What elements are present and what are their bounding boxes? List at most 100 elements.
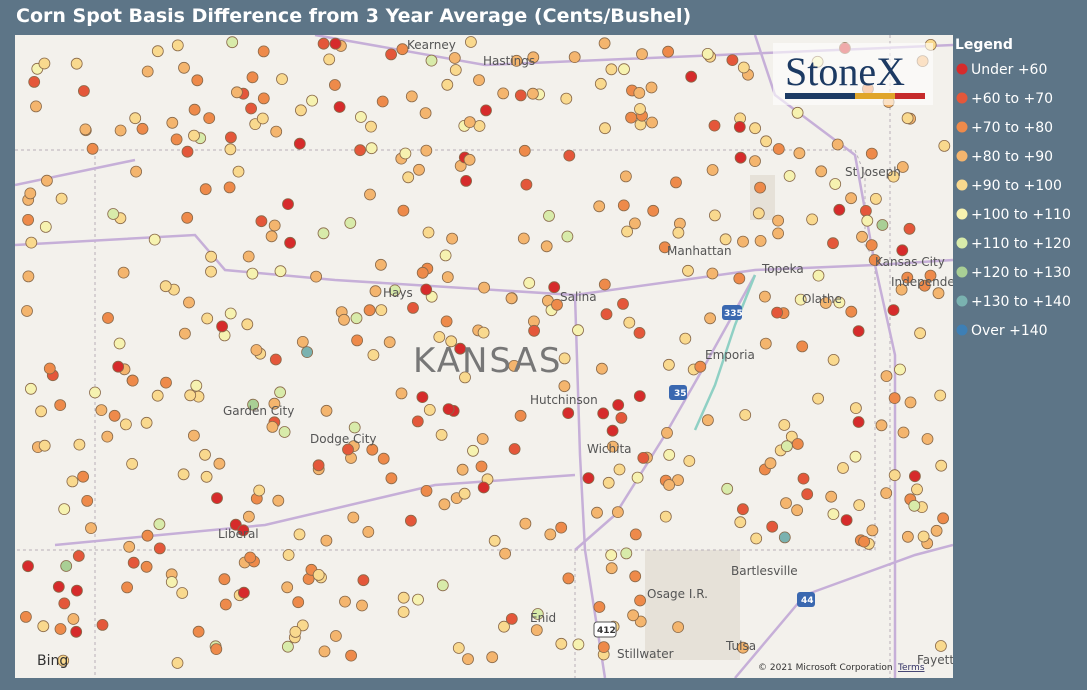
location-dot[interactable] [170, 133, 183, 146]
location-dot[interactable] [850, 402, 862, 415]
location-dot[interactable] [617, 199, 630, 212]
location-dot[interactable] [441, 271, 454, 284]
location-dot[interactable] [296, 619, 309, 632]
location-dot[interactable] [101, 430, 114, 443]
location-dot[interactable] [166, 116, 179, 129]
location-dot[interactable] [772, 227, 784, 240]
location-dot[interactable] [558, 352, 571, 365]
location-dot[interactable] [78, 85, 90, 97]
location-dot[interactable] [562, 572, 575, 585]
location-dot[interactable] [706, 267, 719, 280]
location-dot[interactable] [726, 54, 739, 67]
location-dot[interactable] [244, 551, 257, 564]
location-dot[interactable] [79, 123, 92, 136]
location-dot[interactable] [599, 122, 611, 135]
location-dot[interactable] [58, 503, 71, 516]
location-dot[interactable] [605, 63, 618, 76]
location-dot[interactable] [354, 144, 367, 157]
location-dot[interactable] [781, 440, 793, 453]
legend-label[interactable]: +100 to +110 [971, 207, 1071, 223]
location-dot[interactable] [778, 531, 791, 544]
location-dot[interactable] [709, 209, 721, 222]
location-dot[interactable] [306, 94, 319, 107]
location-dot[interactable] [422, 226, 435, 239]
location-dot[interactable] [505, 292, 518, 305]
legend-swatch[interactable] [956, 208, 968, 220]
location-dot[interactable] [148, 233, 161, 246]
location-dot[interactable] [901, 112, 914, 125]
location-dot[interactable] [634, 103, 646, 115]
location-dot[interactable] [375, 304, 388, 317]
location-dot[interactable] [815, 165, 828, 178]
location-dot[interactable] [237, 586, 250, 599]
location-dot[interactable] [602, 476, 615, 489]
location-dot[interactable] [366, 443, 379, 456]
location-dot[interactable] [825, 490, 838, 503]
location-dot[interactable] [177, 468, 190, 481]
location-dot[interactable] [783, 170, 796, 182]
location-dot[interactable] [840, 514, 853, 527]
location-dot[interactable] [224, 307, 237, 320]
location-dot[interactable] [866, 524, 879, 537]
location-dot[interactable] [563, 149, 576, 162]
location-dot[interactable] [719, 233, 732, 246]
location-dot[interactable] [754, 181, 766, 194]
location-dot[interactable] [499, 547, 512, 560]
location-dot[interactable] [637, 451, 650, 464]
location-dot[interactable] [527, 87, 539, 100]
location-dot[interactable] [77, 470, 89, 483]
location-dot[interactable] [520, 178, 533, 191]
location-dot[interactable] [369, 285, 382, 298]
location-dot[interactable] [582, 472, 595, 485]
location-dot[interactable] [171, 657, 184, 669]
location-dot[interactable] [241, 318, 254, 331]
location-dot[interactable] [806, 213, 818, 226]
location-dot[interactable] [43, 362, 56, 375]
copyright[interactable]: © 2021 Microsoft Corporation [758, 663, 893, 673]
legend-label[interactable]: +80 to +90 [971, 149, 1053, 165]
location-dot[interactable] [367, 349, 380, 361]
location-dot[interactable] [383, 336, 396, 349]
location-dot[interactable] [938, 140, 951, 152]
location-dot[interactable] [663, 358, 675, 371]
location-dot[interactable] [845, 305, 858, 318]
location-dot[interactable] [188, 129, 200, 142]
location-dot[interactable] [510, 54, 523, 67]
location-dot[interactable] [937, 512, 949, 525]
location-dot[interactable] [293, 137, 306, 150]
location-dot[interactable] [199, 448, 211, 461]
location-dot[interactable] [284, 236, 297, 249]
legend-swatch[interactable] [956, 92, 968, 104]
location-dot[interactable] [812, 269, 825, 282]
location-dot[interactable] [527, 51, 540, 64]
location-dot[interactable] [593, 601, 606, 613]
location-dot[interactable] [670, 176, 682, 189]
location-dot[interactable] [460, 174, 473, 187]
location-dot[interactable] [323, 53, 336, 66]
location-dot[interactable] [633, 326, 646, 339]
location-dot[interactable] [759, 337, 772, 350]
location-dot[interactable] [701, 47, 714, 60]
location-dot[interactable] [66, 475, 79, 488]
location-dot[interactable] [412, 593, 424, 606]
location-dot[interactable] [833, 203, 846, 216]
location-dot[interactable] [497, 87, 510, 100]
location-dot[interactable] [708, 119, 721, 132]
legend-swatch[interactable] [956, 295, 968, 307]
location-dot[interactable] [934, 389, 947, 402]
location-dot[interactable] [181, 211, 194, 224]
location-dot[interactable] [294, 104, 307, 117]
location-dot[interactable] [620, 547, 633, 560]
location-dot[interactable] [528, 324, 540, 337]
location-dot[interactable] [377, 452, 390, 465]
location-dot[interactable] [791, 438, 804, 450]
location-dot[interactable] [278, 426, 291, 438]
location-dot[interactable] [766, 520, 779, 533]
location-dot[interactable] [621, 225, 633, 238]
location-dot[interactable] [25, 236, 38, 249]
location-dot[interactable] [24, 382, 37, 395]
location-dot[interactable] [107, 208, 120, 220]
location-dot[interactable] [274, 265, 287, 278]
location-dot[interactable] [634, 615, 647, 628]
location-dot[interactable] [102, 312, 114, 324]
